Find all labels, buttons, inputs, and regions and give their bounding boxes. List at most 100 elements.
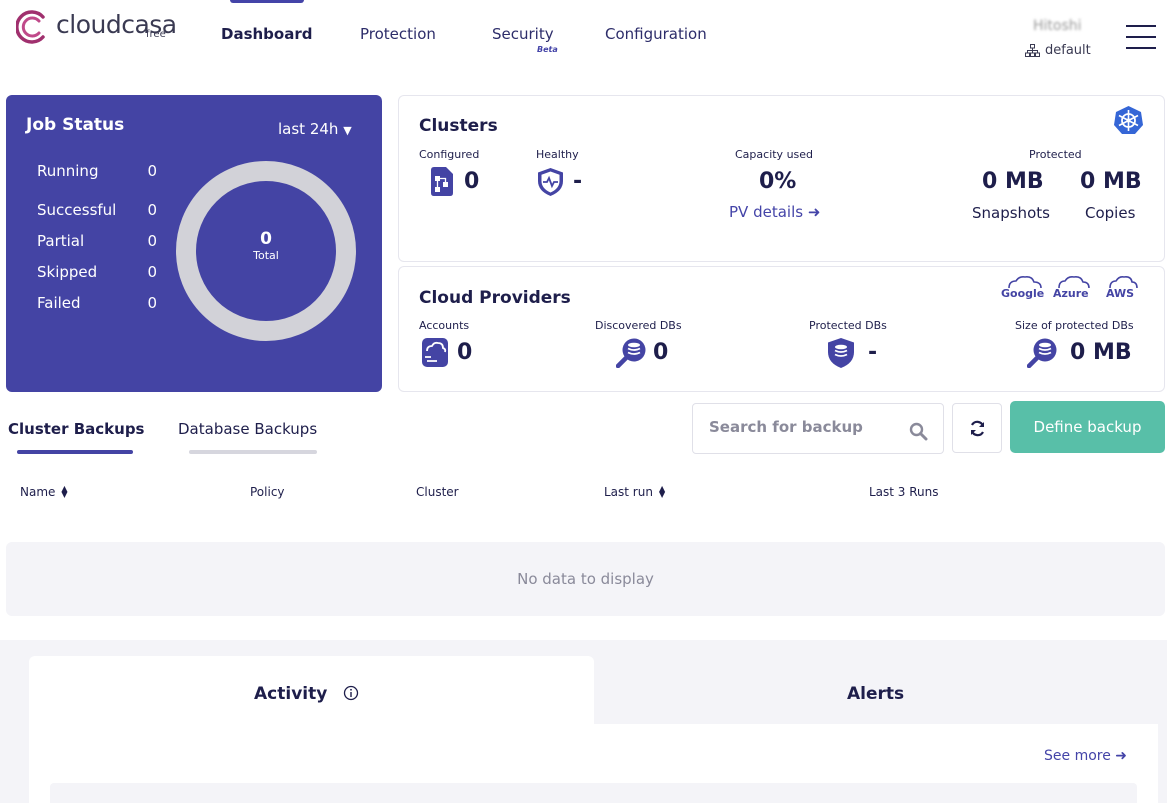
user-name[interactable]: Hitoshi: [1033, 18, 1082, 34]
job-row-label: Partial: [37, 232, 85, 250]
tab-alerts[interactable]: Alerts: [847, 684, 905, 704]
sort-icon: ▲ ▼: [658, 484, 666, 499]
caret-down-icon: ▼: [343, 124, 352, 137]
job-row-value: 0: [147, 162, 157, 180]
cloud-providers-card: Cloud Providers Google Azure AWS Account…: [398, 266, 1165, 392]
configured-label: Configured: [419, 148, 480, 161]
aws-logo-text: AWS: [1106, 287, 1135, 300]
cloud-accounts-icon: [422, 338, 448, 367]
azure-cloud-icon: Azure: [1053, 275, 1093, 300]
cluster-config-icon: [431, 167, 453, 196]
discovered-dbs-label: Discovered DBs: [595, 319, 682, 332]
tab-active-indicator: [17, 450, 133, 454]
protected-dbs-label: Protected DBs: [809, 319, 887, 332]
capacity-value: 0%: [759, 169, 797, 194]
donut-total-value: 0: [260, 229, 272, 249]
hamburger-menu-icon[interactable]: [1126, 25, 1156, 51]
size-protected-dbs-label: Size of protected DBs: [1015, 319, 1134, 332]
protected-dbs-value: -: [868, 340, 878, 365]
aws-cloud-icon: AWS: [1104, 275, 1140, 300]
plan-label: free: [146, 29, 166, 40]
arrow-right-icon: ➜: [807, 203, 821, 221]
size-protected-dbs-value: 0 MB: [1070, 340, 1132, 365]
tab-cluster-backups[interactable]: Cluster Backups: [8, 420, 145, 438]
nav-protection[interactable]: Protection: [360, 25, 436, 43]
clusters-card: Clusters Configured 0 Healthy - Capacity…: [398, 95, 1165, 262]
tenant-selector[interactable]: default: [1025, 43, 1091, 58]
activity-title-label: Activity: [254, 684, 328, 704]
tab-activity[interactable]: [29, 656, 594, 736]
security-beta-badge: Beta: [537, 45, 558, 54]
job-row-value: 0: [147, 294, 157, 312]
job-status-card: Job Status last 24h ▼ Running 0 Successf…: [6, 95, 382, 392]
job-range-label: last 24h: [278, 120, 339, 138]
activity-title: Activity: [254, 684, 359, 704]
col-cluster-label: Cluster: [416, 485, 459, 499]
job-row-running: Running 0: [37, 162, 157, 180]
protected-label: Protected: [1029, 148, 1082, 161]
donut-total-label: Total: [253, 249, 279, 262]
search-backup-box: [692, 403, 944, 454]
job-row-value: 0: [147, 232, 157, 250]
empty-table-message: No data to display: [6, 542, 1165, 616]
tab-inactive-indicator: [189, 450, 317, 454]
nav-dashboard[interactable]: Dashboard: [221, 25, 313, 43]
job-status-range-dropdown[interactable]: last 24h ▼: [278, 120, 352, 138]
search-backup-input[interactable]: [709, 418, 899, 436]
col-last-run-header[interactable]: Last run ▲ ▼: [604, 484, 666, 500]
azure-logo-text: Azure: [1053, 287, 1089, 300]
cloud-providers-title: Cloud Providers: [419, 288, 571, 308]
nav-configuration[interactable]: Configuration: [605, 25, 707, 43]
activity-table-header-row: [50, 783, 1137, 803]
nav-security[interactable]: Security: [492, 25, 554, 43]
capacity-label: Capacity used: [735, 148, 814, 161]
discover-db-icon: [616, 338, 646, 368]
col-last-3-runs-header: Last 3 Runs: [869, 485, 939, 499]
healthy-label: Healthy: [536, 148, 579, 161]
search-icon[interactable]: [909, 422, 928, 441]
db-size-icon: [1027, 338, 1057, 368]
see-more-label: See more: [1044, 748, 1111, 764]
job-row-label: Successful: [37, 201, 117, 219]
brand-logo[interactable]: cloudcasa: [16, 9, 177, 45]
health-shield-icon: [538, 168, 563, 196]
nav-active-indicator: [230, 0, 304, 3]
job-row-successful: Successful 0: [37, 201, 157, 219]
sort-icon: ▲ ▼: [61, 484, 68, 499]
org-tree-icon: [1025, 44, 1040, 57]
refresh-button[interactable]: [952, 403, 1002, 453]
pv-details-link[interactable]: PV details ➜: [729, 203, 820, 221]
copies-label: Copies: [1085, 204, 1136, 222]
col-name-label: Name: [20, 485, 56, 499]
define-backup-button[interactable]: Define backup: [1010, 401, 1165, 453]
see-more-link[interactable]: See more ➜: [1044, 748, 1127, 764]
accounts-value: 0: [457, 340, 473, 365]
arrow-right-icon: ➜: [1115, 748, 1128, 764]
snapshots-label: Snapshots: [972, 204, 1050, 222]
brand-name: cloudcasa: [56, 10, 177, 39]
copies-value: 0 MB: [1080, 169, 1142, 194]
top-bar: cloudcasa free Dashboard Protection Secu…: [0, 0, 1167, 78]
healthy-value: -: [573, 169, 583, 194]
clusters-title: Clusters: [419, 116, 498, 136]
job-row-partial: Partial 0: [37, 232, 157, 250]
job-row-label: Failed: [37, 294, 81, 312]
job-row-label: Running: [37, 162, 99, 180]
google-logo-text: Google: [1001, 287, 1045, 300]
job-row-label: Skipped: [37, 263, 98, 281]
job-row-value: 0: [147, 263, 157, 281]
kubernetes-icon: [1114, 106, 1143, 134]
job-status-donut-chart: [176, 161, 356, 341]
accounts-label: Accounts: [419, 319, 470, 332]
job-status-title: Job Status: [26, 115, 125, 135]
refresh-icon: [970, 420, 984, 436]
job-row-skipped: Skipped 0: [37, 263, 157, 281]
info-icon[interactable]: [343, 685, 359, 701]
snapshots-value: 0 MB: [982, 169, 1044, 194]
col-name-header[interactable]: Name ▲ ▼: [20, 484, 68, 500]
col-cluster-header: Cluster: [416, 485, 459, 499]
col-policy-label: Policy: [250, 485, 285, 499]
tab-database-backups[interactable]: Database Backups: [178, 420, 318, 438]
job-row-failed: Failed 0: [37, 294, 157, 312]
col-last-run-label: Last run: [604, 485, 653, 499]
